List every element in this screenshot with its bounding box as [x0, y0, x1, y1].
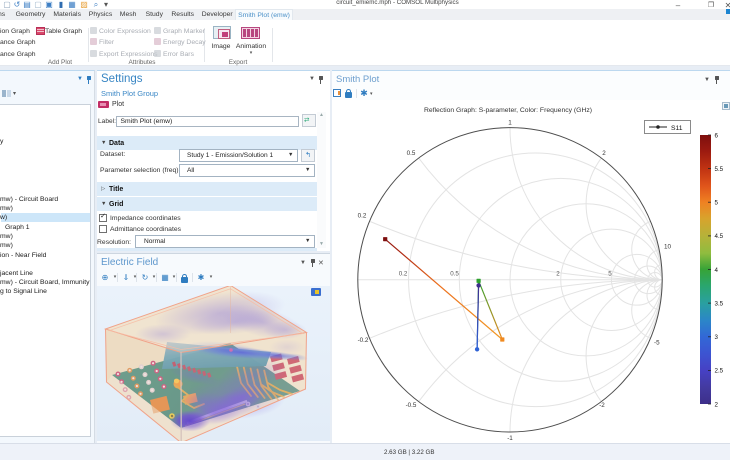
svg-text:-0.2: -0.2 — [358, 337, 369, 344]
svg-text:0.5: 0.5 — [407, 150, 416, 157]
svg-text:5.5: 5.5 — [715, 166, 724, 173]
svg-text:2.5: 2.5 — [715, 368, 724, 375]
svg-text:2: 2 — [602, 150, 606, 157]
svg-text:5: 5 — [715, 200, 719, 207]
svg-text:-0.5: -0.5 — [406, 402, 417, 409]
svg-text:3.5: 3.5 — [715, 300, 724, 307]
svg-text:3: 3 — [715, 334, 719, 341]
svg-text:6: 6 — [715, 132, 719, 139]
svg-text:S11: S11 — [671, 125, 683, 132]
svg-text:-1: -1 — [507, 435, 513, 442]
svg-text:2: 2 — [556, 271, 560, 278]
svg-text:-5: -5 — [654, 340, 660, 347]
svg-text:5: 5 — [608, 271, 612, 278]
svg-text:4.5: 4.5 — [715, 233, 724, 240]
svg-text:-2: -2 — [599, 402, 605, 409]
svg-text:1: 1 — [508, 120, 512, 127]
svg-text:0.2: 0.2 — [358, 213, 367, 220]
svg-text:4: 4 — [715, 267, 719, 274]
svg-text:0.2: 0.2 — [399, 271, 408, 278]
svg-text:0.5: 0.5 — [450, 271, 459, 278]
svg-text:10: 10 — [664, 244, 672, 251]
svg-text:2: 2 — [715, 401, 719, 408]
